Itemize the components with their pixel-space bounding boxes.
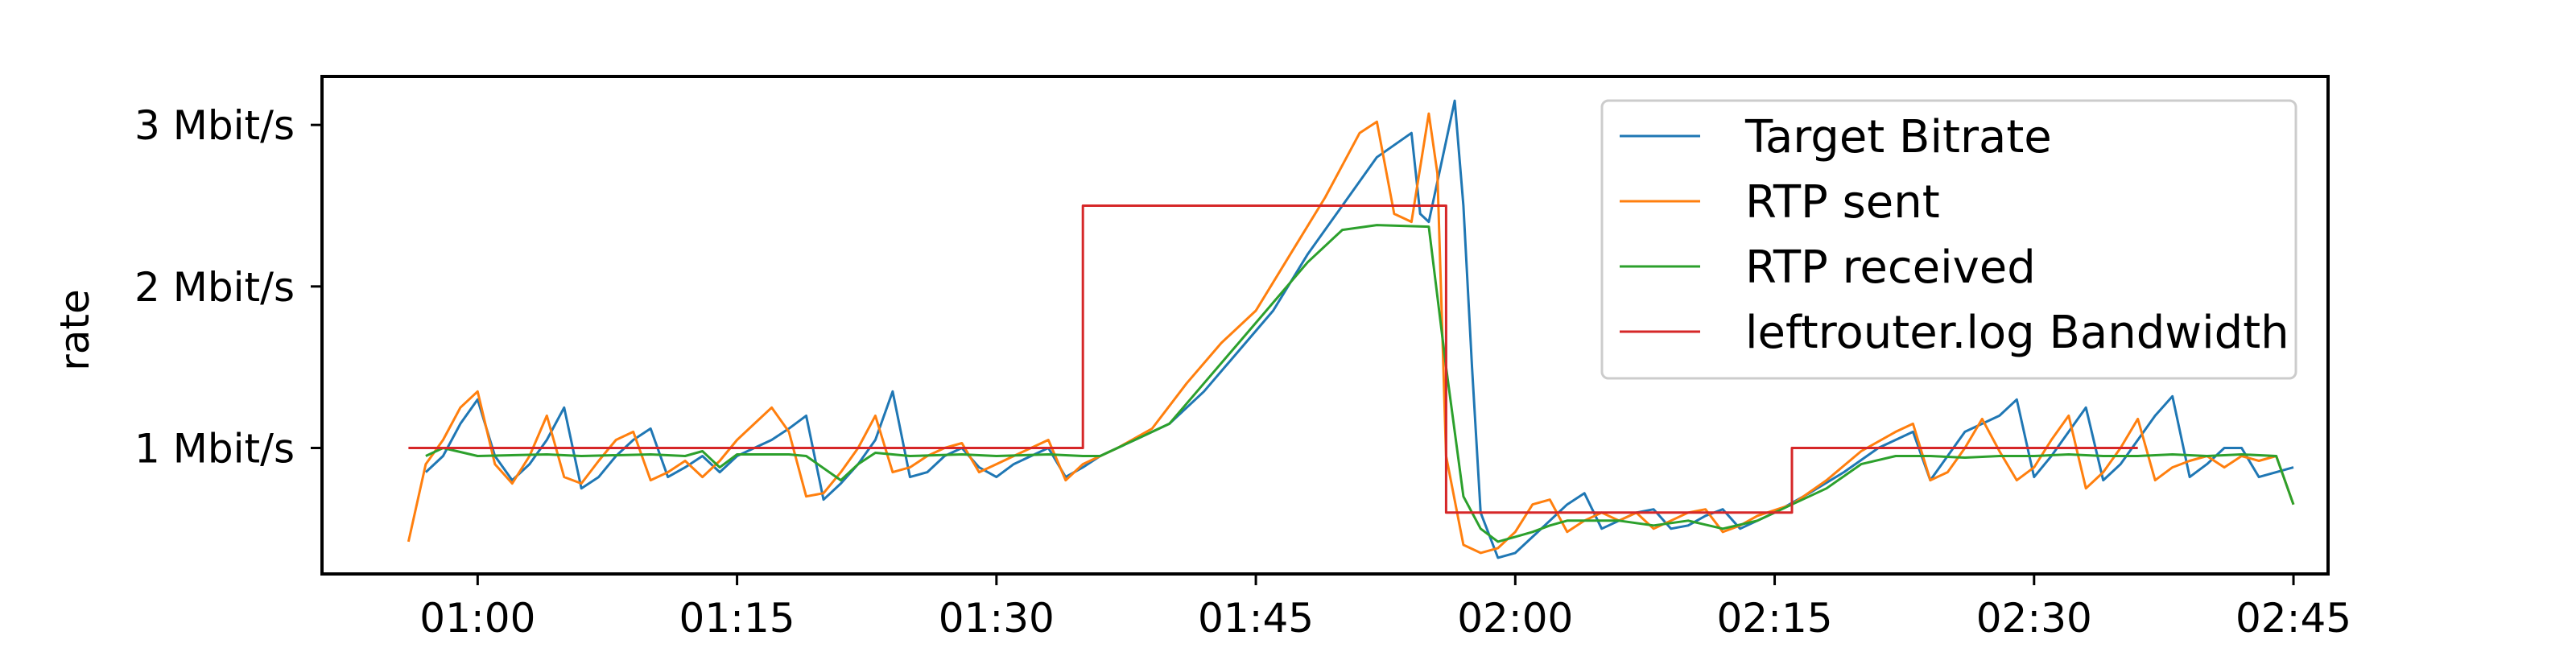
- x-tick-label: 01:30: [939, 595, 1055, 642]
- series-line-3: [425, 224, 2295, 543]
- legend-label: RTP received: [1745, 241, 2036, 294]
- legend-box: [1600, 99, 2297, 380]
- legend-label: RTP sent: [1745, 176, 1940, 229]
- legend: Target Bitrate RTP sent RTP received leftro…: [1600, 99, 2297, 380]
- series-line-1: [424, 99, 2294, 559]
- plot-frame: [320, 75, 2330, 576]
- y-axis: 1 Mbit/s 2 Mbit/s 3 Mbit/s: [134, 102, 322, 472]
- x-tick-label: 01:00: [419, 595, 535, 642]
- x-tick-label: 02:45: [2235, 595, 2351, 642]
- legend-label: leftrouter.log Bandwidth: [1745, 307, 2289, 359]
- x-tick-label: 02:00: [1457, 595, 1573, 642]
- x-tick-label: 01:45: [1198, 595, 1314, 642]
- x-axis: 01:00 01:15 01:30 01:45 02:00 02:15 02:30 02:45: [419, 574, 2351, 642]
- series-layer: [407, 99, 2295, 559]
- x-tick-label: 01:15: [679, 595, 795, 642]
- y-tick-label: 2 Mbit/s: [134, 264, 295, 311]
- y-tick-label: 3 Mbit/s: [134, 102, 295, 149]
- y-tick-label: 1 Mbit/s: [134, 425, 295, 472]
- y-axis-label: rate: [52, 289, 98, 371]
- legend-label: Target Bitrate: [1744, 111, 2052, 163]
- x-tick-label: 02:15: [1717, 595, 1833, 642]
- series-line-2: [407, 112, 2295, 555]
- series-line-4: [408, 204, 2138, 514]
- x-tick-label: 02:30: [1976, 595, 2092, 642]
